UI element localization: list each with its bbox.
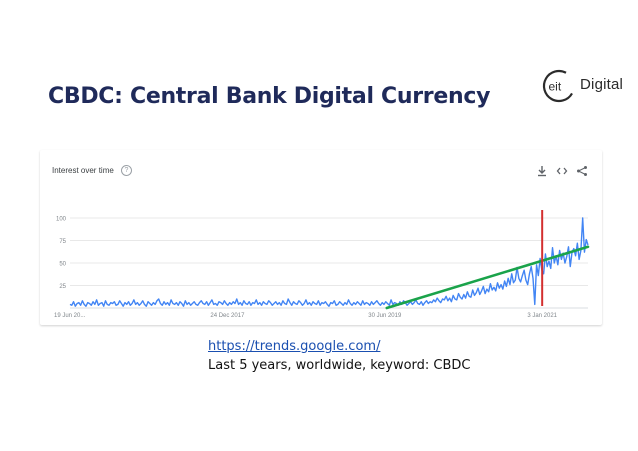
logo-mark-text: eit — [549, 80, 562, 94]
overlay-layer — [385, 210, 590, 310]
x-tick-label: 24 Dec 2017 — [210, 313, 245, 319]
y-tick-label: 25 — [59, 284, 66, 290]
eit-logo-mark-icon: eit — [542, 69, 576, 103]
y-tick-label: 75 — [59, 239, 66, 245]
embed-icon[interactable] — [556, 165, 568, 177]
slide-title: CBDC: Central Bank Digital Currency — [48, 84, 491, 109]
trend-line — [385, 245, 590, 310]
y-tick-label: 50 — [59, 262, 66, 268]
download-icon[interactable] — [536, 165, 548, 177]
y-tick-labels: 25 50 75 100 — [56, 217, 67, 291]
x-tick-label: 19 Jun 20... — [54, 313, 86, 319]
logo-text: Digital — [580, 76, 624, 93]
x-tick-label: 30 Jun 2019 — [368, 313, 402, 319]
chart-title: Interest over time — [52, 166, 114, 175]
trends-source-link[interactable]: https://trends.google.com/ — [208, 339, 381, 354]
x-tick-labels: 19 Jun 20... 24 Dec 2017 30 Jun 2019 3 Jan … — [54, 313, 558, 319]
chart-caption: Last 5 years, worldwide, keyword: CBDC — [208, 358, 471, 373]
series-line-cbdc — [69, 217, 589, 307]
help-icon[interactable]: ? — [121, 165, 132, 176]
x-tick-label: 3 Jan 2021 — [527, 313, 557, 319]
interest-over-time-chart: 25 50 75 100 19 Jun 20... 24 Dec 2017 30 Jun … — [54, 210, 590, 319]
series-layer — [69, 217, 589, 307]
google-trends-card: Interest over time ? 25 50 75 100 19 Jun 20… — [40, 150, 602, 325]
eit-digital-logo: eit Digital — [540, 66, 626, 106]
y-tick-label: 100 — [56, 217, 67, 223]
share-icon[interactable] — [576, 165, 588, 177]
grid-layer — [70, 217, 588, 309]
